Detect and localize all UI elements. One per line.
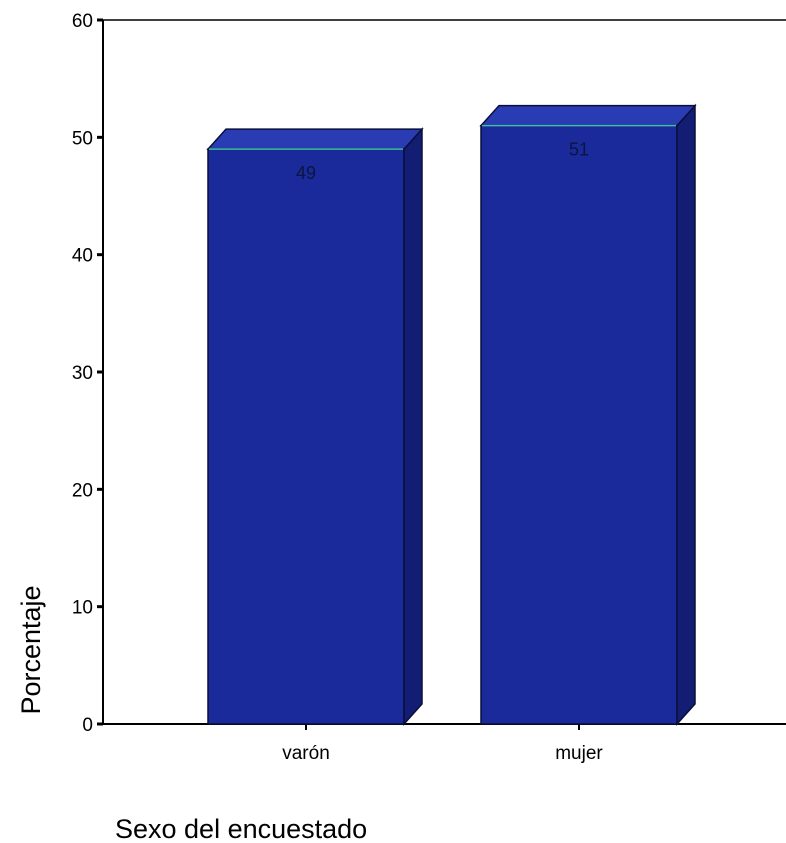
labels: 0 10 20 30 40 50 60 49 varón 51 mujer — [72, 11, 604, 764]
y-tick-label: 50 — [72, 128, 93, 149]
bars — [206, 103, 697, 726]
data-label: 51 — [569, 140, 589, 160]
category-label: varón — [282, 743, 330, 764]
y-tick-label: 10 — [72, 598, 93, 619]
bar-side — [403, 127, 423, 726]
y-axis-title: Porcentaje — [16, 585, 46, 714]
y-tick-label: 40 — [72, 246, 93, 267]
category-label: mujer — [555, 743, 603, 764]
y-tick-label: 60 — [72, 11, 93, 32]
data-label: 49 — [296, 163, 316, 183]
y-tick-label: 0 — [82, 715, 93, 736]
bar-top — [479, 104, 697, 127]
y-tick-label: 30 — [72, 363, 93, 384]
x-axis-title: Sexo del encuestado — [115, 814, 367, 843]
bar-front — [207, 148, 405, 725]
bar-side — [676, 103, 696, 726]
bar-front — [480, 124, 678, 725]
y-tick-label: 20 — [72, 480, 93, 501]
bar-top — [206, 128, 424, 150]
